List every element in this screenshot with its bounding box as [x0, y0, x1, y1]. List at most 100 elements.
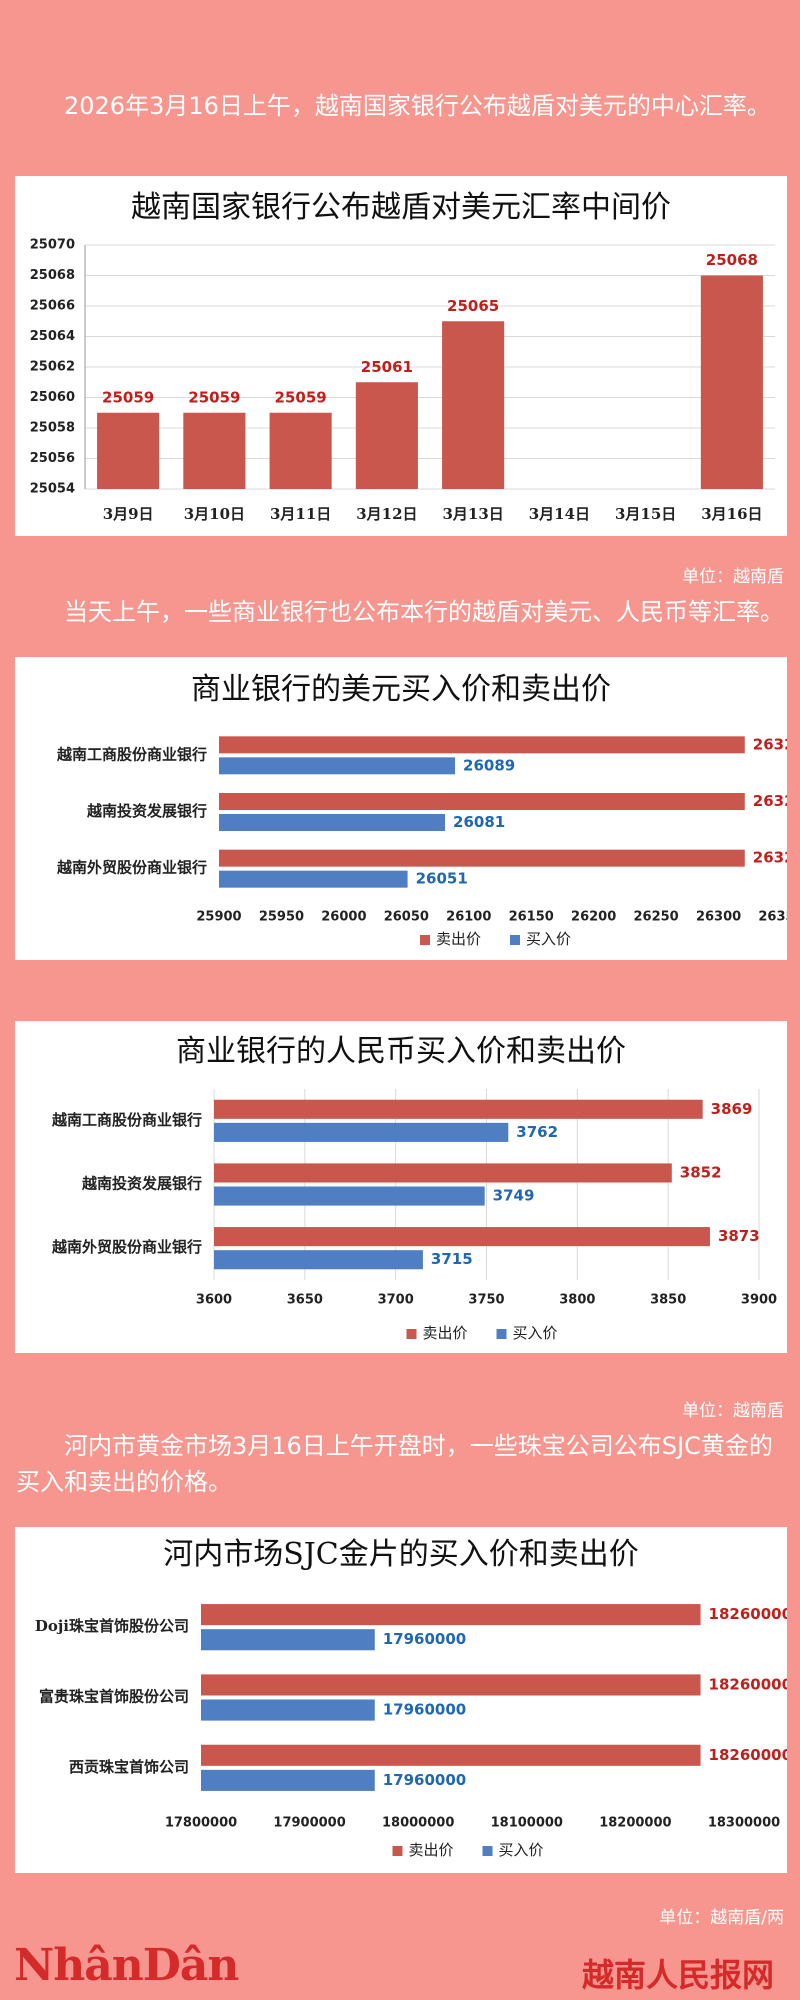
x-tick-label: 25900 [196, 910, 241, 925]
bar [219, 793, 745, 810]
paragraph: 河内市黄金市场3月16日上午开盘时，一些珠宝公司公布SJC黄金的买入和卖出的价格… [16, 1432, 773, 1496]
bar [214, 1122, 509, 1142]
legend-label: 卖出价 [423, 1324, 468, 1342]
bar [219, 870, 408, 888]
value-label: 3873 [718, 1227, 760, 1245]
value-label: 25068 [706, 251, 758, 269]
y-tick-label: 25058 [30, 421, 75, 436]
y-tick-label: 越南外贸股份商业银行 [56, 859, 207, 877]
legend-swatch [406, 1329, 417, 1339]
chart-panel: 商业银行的人民币买入价和卖出价 3600 3650 3700 3750 3800 3850 3… [15, 1021, 787, 1353]
value-label: 25059 [275, 388, 327, 406]
bar [214, 1250, 423, 1270]
x-tick-label: 26100 [446, 910, 491, 925]
chart-title: 商业银行的人民币买入价和卖出价 [176, 1034, 626, 1069]
bar [355, 382, 418, 489]
y-tick-label: 越南投资发展银行 [81, 1175, 202, 1193]
value-label: 26081 [453, 813, 505, 831]
logo: NhânDân [14, 1940, 239, 1991]
y-tick-label: 25054 [30, 482, 75, 497]
value-label: 25061 [361, 358, 413, 376]
y-tick-label: Doji珠宝首饰股份公司 [35, 1617, 189, 1635]
y-tick-label: 25064 [30, 329, 75, 344]
value-label: 3715 [431, 1250, 473, 1268]
bar [269, 412, 332, 489]
y-tick-label: 25056 [30, 451, 75, 466]
x-tick-label: 3800 [559, 1293, 595, 1308]
value-label: 25059 [188, 388, 240, 406]
x-tick-label: 17900000 [273, 1816, 345, 1831]
bar [201, 1699, 375, 1721]
value-label: 17960000 [383, 1771, 467, 1789]
x-tick-label: 3月13日 [442, 505, 503, 523]
value-label: 3762 [516, 1123, 558, 1141]
x-tick-label: 18100000 [491, 1816, 563, 1831]
y-tick-label: 25060 [30, 390, 75, 405]
bar [214, 1099, 703, 1119]
legend-label: 买入价 [513, 1324, 558, 1342]
value-label: 18260000 [709, 1675, 787, 1693]
x-tick-label: 3月14日 [529, 505, 590, 523]
legend-swatch [420, 935, 430, 945]
x-tick-label: 3月16日 [701, 505, 762, 523]
x-tick-label: 26000 [321, 910, 366, 925]
value-label: 18260000 [709, 1605, 787, 1623]
y-tick-label: 富贵珠宝首饰股份公司 [39, 1688, 189, 1706]
x-tick-label: 17800000 [165, 1816, 237, 1831]
legend-swatch [392, 1846, 403, 1856]
paragraph: 2026年3月16日上午，越南国家银行公布越盾对美元的中心汇率。 [64, 92, 771, 120]
value-label: 26321 [753, 735, 787, 753]
legend-swatch [510, 935, 520, 945]
bar [201, 1604, 701, 1626]
bar [442, 321, 505, 489]
value-label: 26051 [416, 870, 468, 888]
bar [214, 1163, 672, 1183]
bar [700, 275, 763, 489]
x-tick-label: 3700 [378, 1293, 414, 1308]
x-tick-label: 3月11日 [270, 505, 331, 523]
x-tick-label: 18200000 [599, 1816, 671, 1831]
unit-note: 单位：越南盾 [682, 1401, 784, 1421]
x-tick-label: 3750 [468, 1293, 504, 1308]
x-tick-label: 3600 [196, 1293, 232, 1308]
bar [201, 1629, 375, 1651]
x-tick-label: 25950 [259, 910, 304, 925]
value-label: 3869 [711, 1100, 753, 1118]
legend-swatch [496, 1329, 507, 1339]
legend-label: 买入价 [526, 930, 571, 948]
x-tick-label: 3月12日 [356, 505, 417, 523]
x-tick-label: 26150 [509, 910, 554, 925]
y-tick-label: 25062 [30, 360, 75, 375]
legend-label: 卖出价 [409, 1841, 454, 1859]
y-tick-label: 25066 [30, 299, 75, 314]
y-tick-label: 25068 [30, 268, 75, 283]
bar [219, 814, 446, 831]
x-tick-label: 3月10日 [184, 505, 245, 523]
y-tick-label: 越南工商股份商业银行 [51, 1111, 202, 1129]
bar [219, 736, 745, 754]
bar [219, 757, 456, 775]
y-tick-label: 25070 [30, 238, 75, 253]
chart-panel: 商业银行的美元买入价和卖出价 25900 25950 26000 26050 26100 2… [15, 657, 787, 960]
bar [97, 412, 160, 489]
value-label: 18260000 [709, 1746, 787, 1764]
value-label: 26321 [753, 849, 787, 867]
value-label: 26089 [463, 756, 515, 774]
value-label: 17960000 [383, 1701, 467, 1719]
y-tick-label: 越南工商股份商业银行 [56, 745, 207, 763]
value-label: 26321 [753, 792, 787, 810]
bar [219, 849, 745, 867]
x-tick-label: 26300 [696, 910, 741, 925]
x-tick-label: 3月9日 [103, 505, 154, 523]
x-tick-label: 3月15日 [615, 505, 676, 523]
bar [201, 1744, 701, 1766]
bar [183, 412, 246, 489]
chart-title: 商业银行的美元买入价和卖出价 [191, 672, 611, 707]
legend-label: 卖出价 [436, 930, 481, 948]
legend-label: 买入价 [499, 1841, 544, 1859]
x-tick-label: 18000000 [382, 1816, 454, 1831]
x-tick-label: 18300000 [708, 1816, 780, 1831]
chart-title: 河内市场SJC金片的买入价和卖出价 [163, 1537, 639, 1572]
bar [214, 1186, 485, 1206]
